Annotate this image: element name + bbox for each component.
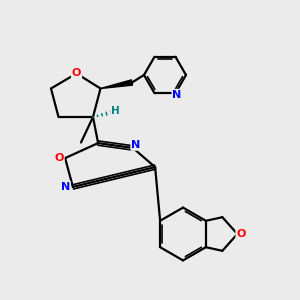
Text: O: O [236, 229, 246, 239]
Text: N: N [61, 182, 70, 192]
Text: N: N [172, 90, 182, 100]
Polygon shape [100, 80, 133, 88]
Text: O: O [54, 153, 64, 163]
Text: N: N [131, 140, 140, 150]
Text: H: H [111, 106, 120, 116]
Text: O: O [72, 68, 81, 79]
